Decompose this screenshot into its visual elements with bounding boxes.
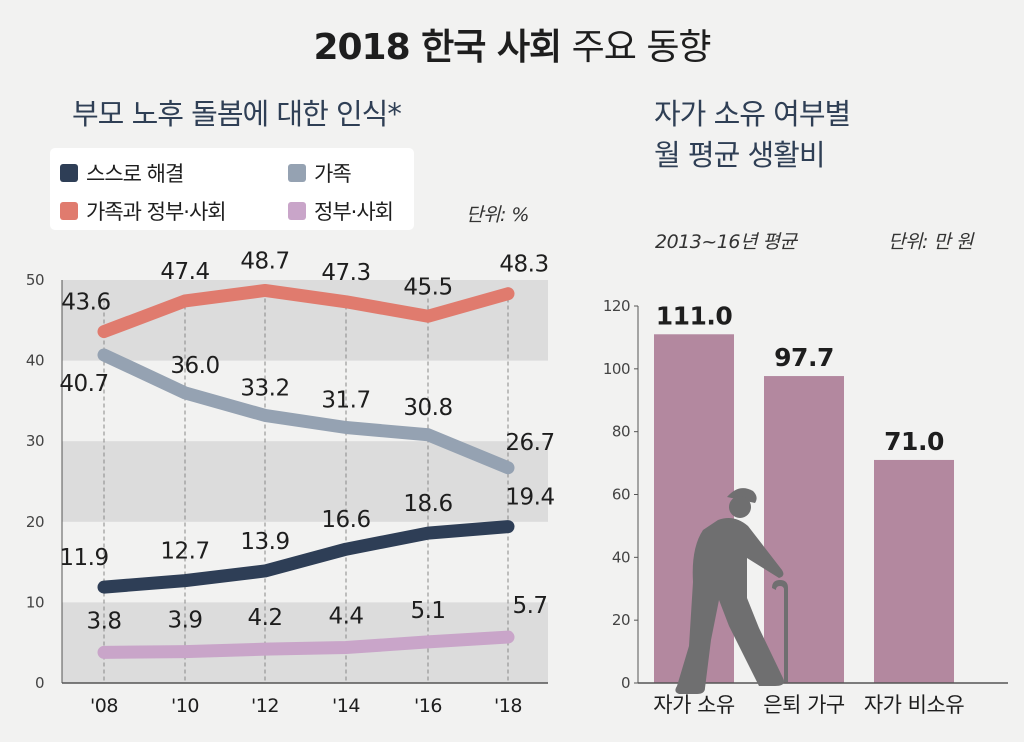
legend-item-gov: 정부·사회 — [288, 196, 394, 226]
bar-value-label: 71.0 — [884, 427, 944, 456]
x-tick-label: '12 — [251, 695, 279, 717]
data-label: 16.6 — [321, 507, 370, 533]
data-label: 3.8 — [86, 608, 121, 634]
data-label: 13.9 — [240, 529, 289, 555]
data-label: 43.6 — [61, 290, 110, 316]
right-chart-subtitle: 자가 소유 여부별 월 평균 생활비 — [654, 94, 851, 176]
y-tick-label: 20 — [612, 611, 630, 629]
series-line — [97, 630, 515, 659]
y-tick-label: 50 — [26, 271, 44, 289]
y-tick-label: 20 — [26, 513, 44, 531]
bar — [764, 376, 844, 683]
x-tick-label: '10 — [171, 695, 199, 717]
page-title: 2018 한국 사회 주요 동향 — [313, 27, 711, 68]
data-label: 18.6 — [403, 491, 452, 517]
elderly-person-with-cane-icon — [675, 488, 788, 694]
period-note: 2013~16년 평균 — [655, 231, 797, 253]
data-label: 40.7 — [59, 371, 108, 397]
cap-shape — [727, 488, 757, 503]
legend-swatch — [60, 202, 78, 220]
right-subtitle-line1: 자가 소유 여부별 — [654, 97, 851, 131]
x-tick-label: 자가 소유 — [653, 693, 735, 717]
legend: 스스로 해결 가족 가족과 정부·사회 정부·사회 — [50, 148, 414, 230]
series-line — [97, 520, 515, 594]
left-unit-note: 단위: % — [466, 204, 529, 226]
data-label: 45.5 — [403, 274, 452, 300]
bar — [874, 459, 954, 683]
data-label: 36.0 — [170, 353, 219, 379]
bar-value-label: 97.7 — [774, 343, 834, 372]
y-tick-label: 40 — [612, 548, 630, 566]
legend-swatch — [288, 164, 306, 182]
data-label: 26.7 — [505, 430, 554, 456]
series-line — [97, 348, 515, 475]
data-label: 19.4 — [505, 485, 554, 511]
legend-item-family-gov: 가족과 정부·사회 — [60, 196, 227, 226]
y-tick-label: 0 — [621, 674, 630, 692]
data-label: 5.7 — [512, 593, 547, 619]
body-shape — [675, 518, 784, 694]
data-label: 47.3 — [321, 260, 370, 286]
y-tick-label: 100 — [603, 360, 630, 378]
series-line — [97, 283, 515, 339]
x-tick-label: '14 — [332, 695, 360, 717]
data-label: 11.9 — [59, 545, 108, 571]
data-label: 47.4 — [160, 259, 209, 285]
x-tick-label: '18 — [494, 695, 522, 717]
left-chart-subtitle: 부모 노후 돌봄에 대한 인식* — [72, 97, 402, 131]
data-label: 4.2 — [247, 605, 282, 631]
y-tick-label: 60 — [612, 486, 630, 504]
y-tick-label: 40 — [26, 352, 44, 370]
right-subtitle-line2: 월 평균 생활비 — [654, 138, 826, 172]
y-tick-label: 30 — [26, 432, 44, 450]
data-label: 4.4 — [328, 604, 363, 630]
x-tick-label: 은퇴 가구 — [763, 693, 845, 717]
legend-item-self: 스스로 해결 — [60, 158, 184, 188]
y-tick-label: 120 — [603, 297, 630, 315]
data-label: 33.2 — [240, 375, 289, 401]
legend-item-family: 가족 — [288, 158, 352, 188]
data-label: 12.7 — [160, 539, 209, 565]
data-label: 30.8 — [403, 395, 452, 421]
y-tick-label: 0 — [35, 674, 44, 692]
x-tick-label: '08 — [90, 695, 118, 717]
data-label: 48.3 — [499, 252, 548, 278]
y-tick-label: 80 — [612, 423, 630, 441]
x-tick-label: 자가 비소유 — [864, 693, 964, 717]
bar-value-label: 111.0 — [656, 301, 733, 330]
cane-shape — [772, 580, 788, 682]
right-unit-note: 단위: 만 원 — [888, 231, 973, 253]
y-tick-label: 10 — [26, 593, 44, 611]
data-label: 3.9 — [167, 608, 202, 634]
x-tick-label: '16 — [414, 695, 442, 717]
legend-swatch — [288, 202, 306, 220]
data-label: 48.7 — [240, 248, 289, 274]
legend-swatch — [60, 164, 78, 182]
data-label: 31.7 — [321, 387, 370, 413]
head-shape — [729, 496, 751, 518]
data-label: 5.1 — [410, 598, 445, 624]
